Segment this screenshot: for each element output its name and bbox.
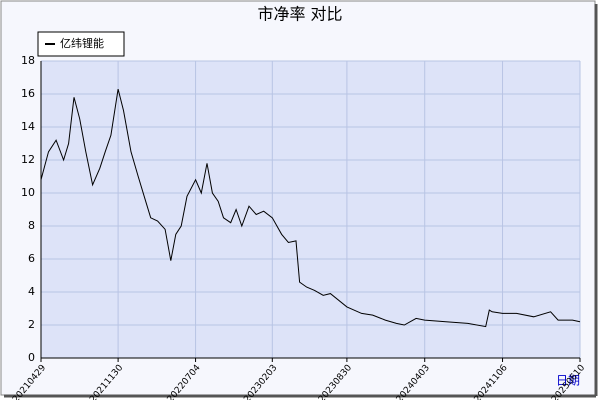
y-tick-label: 4 [28, 285, 35, 298]
chart-title: 市净率 对比 [257, 5, 342, 24]
y-tick-label: 16 [21, 87, 35, 100]
y-tick-label: 8 [28, 219, 35, 232]
y-tick-label: 18 [21, 54, 35, 67]
series-line [40, 88, 581, 328]
y-tick-label: 2 [28, 318, 35, 331]
legend-label: 亿纬锂能 [60, 36, 104, 50]
y-tick-label: 10 [21, 186, 35, 199]
y-tick-label: 6 [28, 252, 35, 265]
plot-area [41, 61, 580, 358]
y-tick-label: 0 [28, 351, 35, 364]
y-tick-label: 14 [21, 120, 35, 133]
y-tick-label: 12 [21, 153, 35, 166]
x-axis-label: 日期 [556, 374, 580, 388]
